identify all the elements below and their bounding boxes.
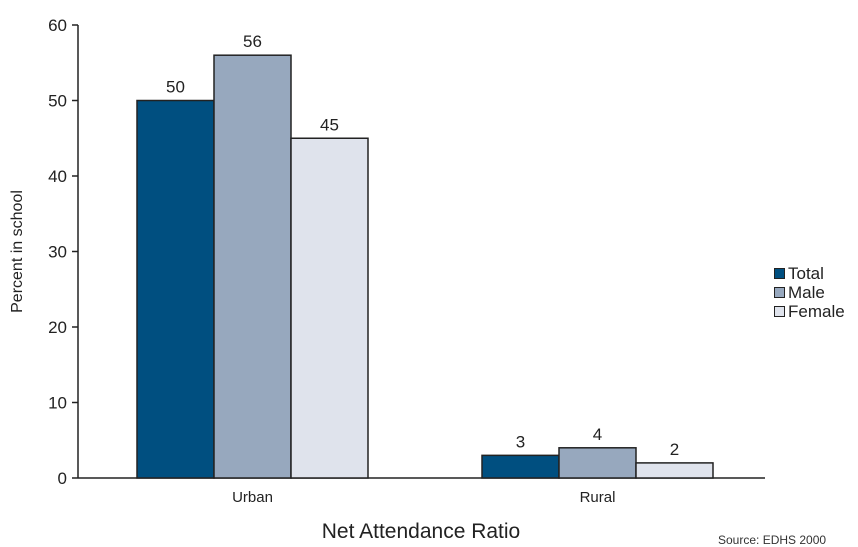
legend-item-male: Male — [774, 283, 845, 302]
legend-item-female: Female — [774, 302, 845, 321]
y-tick-label: 40 — [48, 167, 67, 186]
bar-male-rural — [558, 447, 637, 479]
legend-swatch-total — [774, 268, 785, 279]
y-tick-label: 10 — [48, 394, 67, 413]
y-axis-title: Percent in school — [9, 190, 26, 313]
bar-female-rural — [635, 462, 714, 479]
bar-total-urban — [136, 99, 215, 479]
y-tick-label: 60 — [48, 16, 67, 35]
bars — [136, 54, 714, 479]
data-label: 50 — [166, 78, 185, 97]
legend-label-total: Total — [788, 264, 824, 283]
y-tick-label: 20 — [48, 318, 67, 337]
bar-total-rural — [481, 454, 560, 479]
data-label: 2 — [670, 440, 679, 459]
data-label: 3 — [516, 432, 525, 451]
bar-female-urban — [290, 137, 369, 479]
x-tick-label: Rural — [580, 489, 616, 506]
source-note: Source: EDHS 2000 — [718, 533, 827, 547]
legend-swatch-female — [774, 306, 785, 317]
y-tick-label: 50 — [48, 92, 67, 111]
data-label: 56 — [243, 32, 262, 51]
legend-swatch-male — [774, 287, 785, 298]
legend-item-total: Total — [774, 264, 845, 283]
y-tick-label: 0 — [58, 469, 67, 488]
data-label: 4 — [593, 425, 602, 444]
legend-label-female: Female — [788, 302, 845, 321]
x-axis-title: Net Attendance Ratio — [322, 520, 520, 543]
legend-label-male: Male — [788, 283, 825, 302]
legend: Total Male Female — [774, 264, 845, 321]
data-label: 45 — [320, 115, 339, 134]
axes: 0 10 20 30 40 50 60 Percent in school Net Attend… — [9, 16, 765, 543]
bar-male-urban — [213, 54, 292, 479]
x-tick-label: Urban — [232, 489, 273, 506]
labels: 50 56 45 Urban 3 4 2 Rural — [166, 32, 679, 506]
y-tick-label: 30 — [48, 243, 67, 262]
